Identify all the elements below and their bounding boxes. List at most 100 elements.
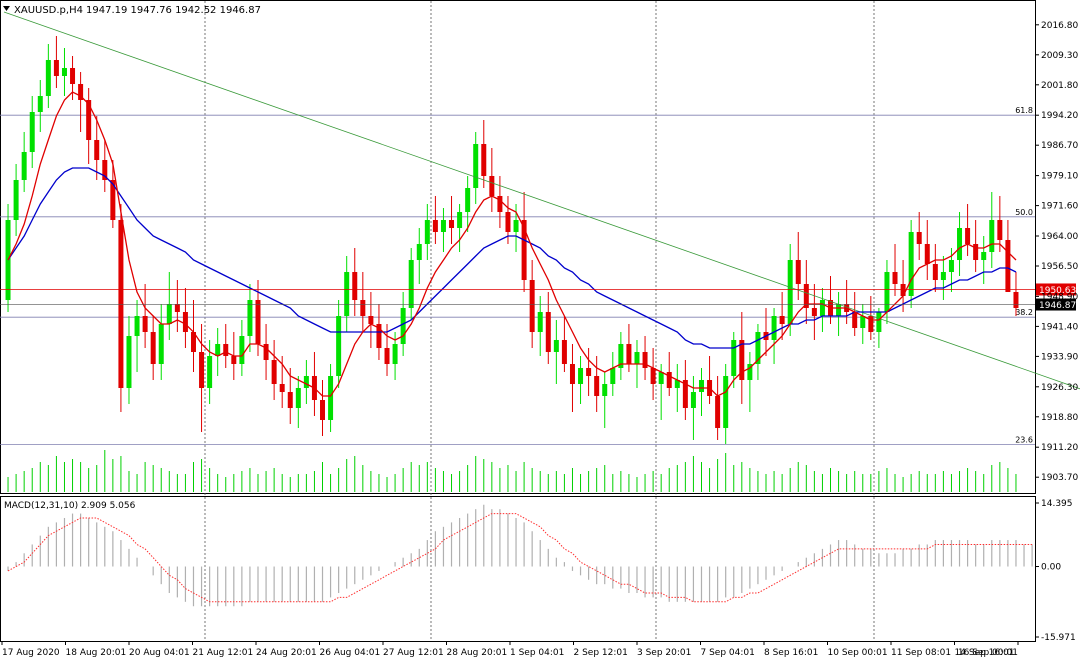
candle (102, 140, 108, 192)
trendline-segment (3, 11, 1080, 390)
time-tick-label: 14 Sep 16:01 (955, 648, 1015, 658)
candle-body (78, 84, 84, 100)
ohlc-values: 1947.19 1947.76 1942.52 1946.87 (86, 5, 261, 16)
candle (578, 356, 584, 404)
candle (134, 300, 140, 372)
candle (271, 340, 277, 400)
candle (779, 292, 785, 340)
candle-body (328, 376, 334, 420)
candle (303, 360, 309, 404)
candle-body (190, 332, 196, 352)
candle (207, 340, 213, 404)
candle-body (731, 340, 737, 376)
candle-body (457, 212, 463, 228)
candle-body (247, 300, 253, 336)
candle-body (134, 316, 140, 336)
candle (440, 208, 446, 252)
candle-body (529, 280, 535, 332)
candle-body (1013, 292, 1019, 308)
candle (545, 292, 551, 364)
price-tick-label: 1956.50 (1041, 262, 1078, 272)
candle (295, 376, 301, 428)
moving-averages (7, 91, 1017, 397)
candle-body (118, 220, 124, 388)
candle (739, 312, 745, 404)
candle (787, 244, 793, 336)
candle-body (279, 384, 285, 392)
candle-body (239, 336, 245, 364)
volume-bars (7, 450, 1017, 492)
candle-body (384, 348, 390, 364)
candle (682, 360, 688, 420)
candle (569, 344, 575, 412)
candle (344, 256, 350, 332)
candle-body (948, 260, 954, 272)
candle (997, 196, 1003, 252)
candle (368, 292, 374, 348)
candle-body (416, 244, 422, 260)
candle (715, 376, 721, 440)
candle (360, 272, 366, 332)
macd-plot-frame (0, 496, 1036, 642)
candle-body (263, 344, 269, 360)
bid-price-tag (1036, 283, 1076, 296)
candle (21, 132, 27, 192)
candle-body (876, 312, 882, 332)
time-tick-label: 20 Aug 04:01 (129, 648, 190, 658)
candle-body (626, 344, 632, 364)
candle-body (408, 260, 414, 308)
candle (489, 148, 495, 212)
candle-body (94, 140, 100, 160)
candle-body (182, 312, 188, 332)
macd-axis: 14.395 0.00 -15.971 (1035, 499, 1076, 643)
candle-body (908, 232, 914, 296)
candle-body (53, 60, 59, 76)
candle (465, 176, 471, 232)
price-tick-label: 1994.20 (1041, 111, 1078, 121)
candle-body (481, 144, 487, 176)
collapse-triangle-icon[interactable] (3, 6, 10, 11)
candle (118, 204, 124, 412)
candle (602, 372, 608, 428)
time-tick-label: 24 Aug 20:01 (256, 648, 317, 658)
trendline[interactable] (3, 11, 1080, 492)
candle (650, 348, 656, 400)
candle-body (497, 196, 503, 212)
candle (247, 284, 253, 352)
candle-body (45, 60, 51, 96)
macd-tick-label: 14.395 (1041, 499, 1073, 509)
macd-tick-label: 0.00 (1041, 563, 1061, 573)
candle (287, 368, 293, 424)
candle (940, 256, 946, 300)
candle (239, 320, 245, 376)
candle-body (102, 160, 108, 180)
candle (78, 72, 84, 132)
price-axis: 2016.80 2009.30 2001.80 1994.20 1986.70 1979.… (1035, 21, 1078, 483)
candle-body (392, 344, 398, 364)
candle-body (973, 244, 979, 260)
candle-body (561, 340, 567, 364)
price-tick-label: 1911.20 (1041, 443, 1078, 453)
price-tick-label: 1903.70 (1041, 473, 1078, 483)
ma-slow-line (7, 167, 1017, 349)
candle-body (900, 284, 906, 296)
candle (957, 212, 963, 276)
candle-body (932, 264, 938, 280)
candle-body (916, 232, 922, 244)
candle-body (658, 372, 664, 384)
candle-body (110, 180, 116, 220)
time-tick-label: 7 Sep 04:01 (701, 648, 755, 658)
price-tick-label: 1933.90 (1041, 352, 1078, 362)
candle (892, 244, 898, 296)
candle-body (255, 300, 261, 344)
candle-body (166, 304, 172, 324)
time-tick-label: 11 Sep 08:01 (891, 648, 951, 658)
candle (473, 132, 479, 204)
price-tick-label: 1918.80 (1041, 413, 1078, 423)
candle (698, 368, 704, 416)
candle (771, 308, 777, 364)
candle (932, 244, 938, 292)
candle-body (981, 252, 987, 260)
candle (723, 364, 729, 444)
